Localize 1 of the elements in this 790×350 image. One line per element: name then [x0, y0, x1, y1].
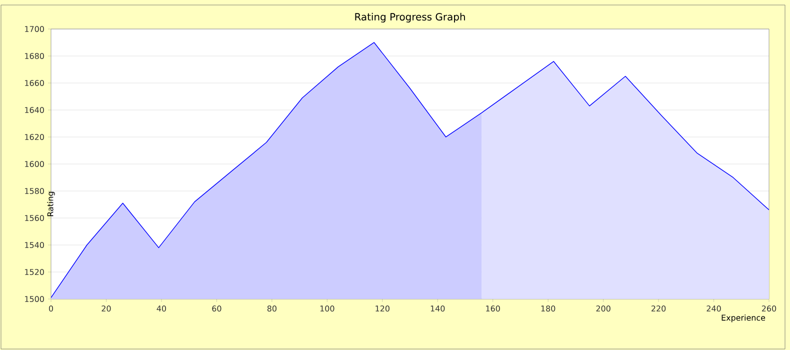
chart-title: Rating Progress Graph: [355, 12, 465, 23]
